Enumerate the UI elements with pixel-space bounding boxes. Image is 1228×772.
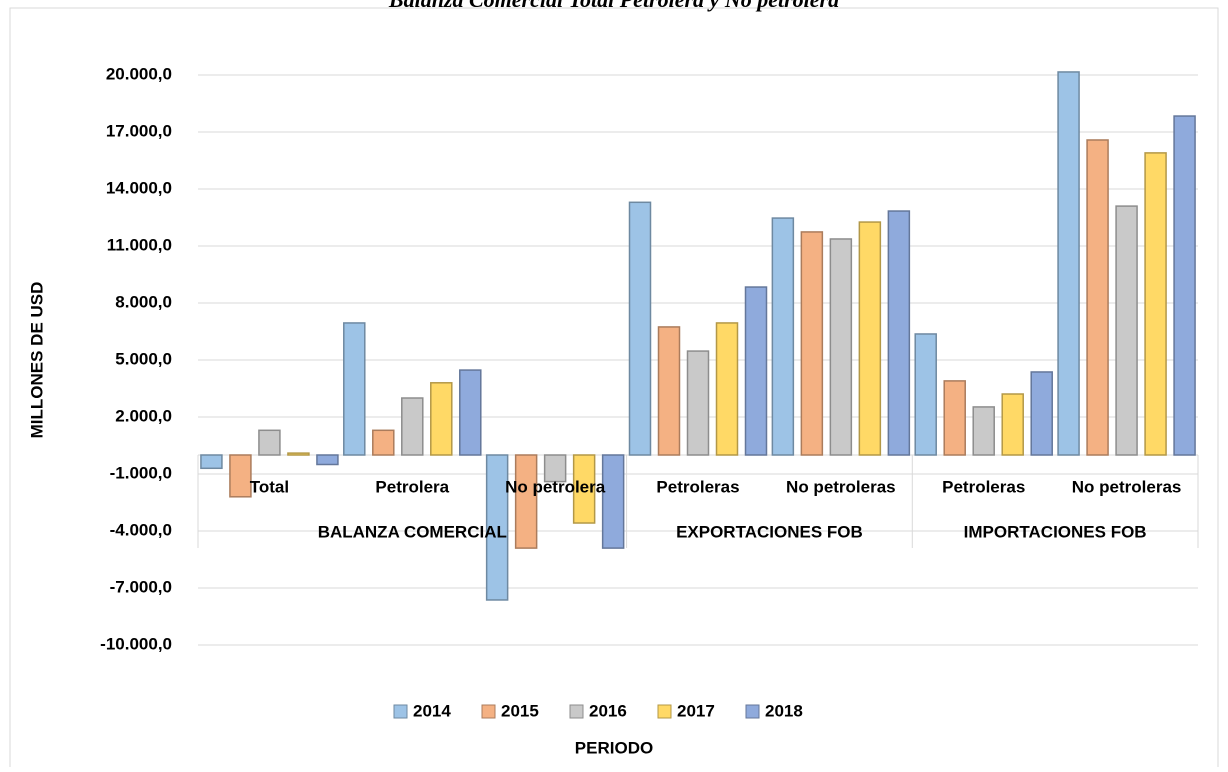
y-axis-label: MILLONES DE USD — [27, 282, 46, 439]
y-tick-label: -7.000,0 — [110, 577, 172, 596]
bar — [800, 231, 824, 456]
bar — [601, 454, 625, 549]
legend-swatch — [657, 704, 672, 719]
bar — [316, 454, 339, 466]
bar — [1057, 71, 1080, 456]
bar — [258, 429, 281, 456]
bar — [287, 452, 310, 456]
bar — [1144, 152, 1167, 456]
y-tick-label: 5.000,0 — [115, 349, 172, 368]
x-tick-label: No petroleras — [1072, 477, 1182, 496]
bar — [343, 322, 366, 456]
group-label: BALANZA COMERCIAL — [318, 522, 507, 541]
y-tick-label: -1.000,0 — [110, 463, 172, 482]
legend-swatch — [481, 704, 496, 719]
bar — [686, 350, 710, 456]
x-tick-label: Petroleras — [942, 477, 1025, 496]
legend-label: 2018 — [765, 701, 803, 720]
bar — [943, 380, 966, 456]
chart-title: Balanza Comercial Total Petrolera y No p… — [388, 0, 839, 12]
bar — [1086, 139, 1109, 456]
legend-swatch — [745, 704, 760, 719]
bar — [200, 454, 223, 470]
bar — [372, 429, 395, 456]
bar — [229, 454, 252, 498]
bar — [972, 406, 995, 456]
y-tick-label: 2.000,0 — [115, 406, 172, 425]
legend-label: 2016 — [589, 701, 627, 720]
x-tick-label: Total — [250, 477, 289, 496]
group-label: EXPORTACIONES FOB — [676, 522, 863, 541]
x-tick-label: Petrolera — [375, 477, 449, 496]
bar — [485, 454, 509, 601]
y-tick-label: 17.000,0 — [106, 121, 172, 140]
x-axis-label: PERIODO — [575, 738, 653, 757]
bar — [459, 369, 482, 456]
y-tick-label: 14.000,0 — [106, 178, 172, 197]
bar — [715, 322, 739, 456]
bar — [829, 238, 853, 456]
bar — [572, 454, 596, 524]
x-tick-label: No petroleras — [786, 477, 896, 496]
y-tick-label: -10.000,0 — [100, 634, 172, 653]
bar — [1115, 205, 1138, 456]
x-tick-label: Petroleras — [656, 477, 739, 496]
y-tick-label: 11.000,0 — [107, 235, 172, 254]
bar — [1173, 115, 1196, 456]
legend-label: 2015 — [501, 701, 539, 720]
bar — [628, 201, 652, 456]
bar — [430, 382, 453, 456]
y-tick-label: 20.000,0 — [106, 64, 172, 83]
legend-swatch — [569, 704, 584, 719]
bar — [657, 326, 681, 456]
bar — [858, 221, 882, 456]
bar — [401, 397, 424, 456]
bar — [543, 454, 567, 483]
y-tick-label: -4.000,0 — [110, 520, 172, 539]
y-tick-label: 8.000,0 — [115, 292, 172, 311]
bar — [887, 210, 911, 456]
group-label: IMPORTACIONES FOB — [964, 522, 1147, 541]
bar — [914, 333, 937, 456]
legend-swatch — [393, 704, 408, 719]
bar — [1001, 393, 1024, 456]
x-tick-label: No petrolera — [505, 477, 606, 496]
bar — [744, 286, 768, 456]
bar — [514, 454, 538, 549]
bar — [771, 217, 795, 456]
legend-label: 2014 — [413, 701, 451, 720]
bar — [1030, 371, 1053, 456]
legend-label: 2017 — [677, 701, 715, 720]
